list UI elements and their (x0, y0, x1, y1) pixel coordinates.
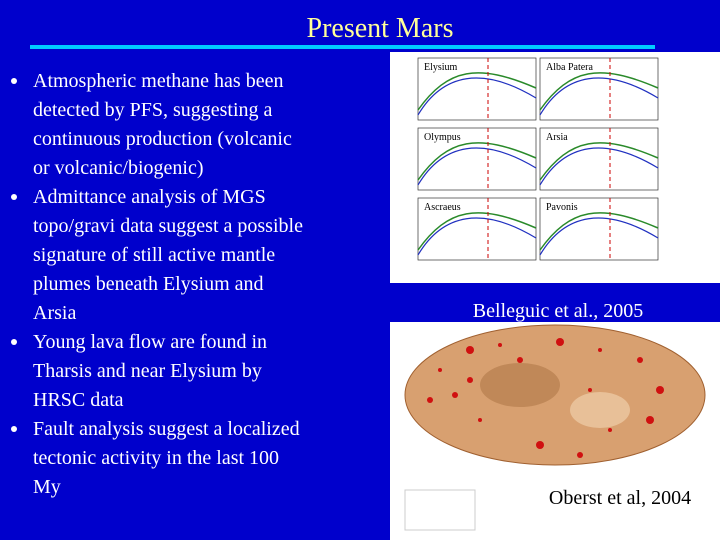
bullet-text: Admittance analysis of MGS (33, 186, 266, 208)
panel-label: Ascraeus (424, 202, 461, 213)
bullet-text: continuous production (volcanic (33, 128, 292, 150)
impact-dot (427, 397, 433, 403)
bullet-dot (11, 194, 17, 200)
map-legend (404, 489, 476, 531)
impact-dot (588, 388, 592, 392)
impact-dot (467, 377, 473, 383)
panel-label: Arsia (546, 132, 568, 143)
map-region (480, 363, 560, 407)
impact-dot (478, 418, 482, 422)
model-curve (539, 72, 659, 111)
impact-dot (646, 416, 654, 424)
data-curve (539, 147, 659, 186)
impact-dot (656, 386, 664, 394)
panel-label: Alba Patera (546, 62, 593, 73)
impact-dot (577, 452, 583, 458)
model-curve (417, 72, 537, 111)
impact-dot (608, 428, 612, 432)
bullet-text: Fault analysis suggest a localized (33, 418, 300, 440)
panel-label: Elysium (424, 62, 458, 73)
bullet-list: Atmospheric methane has been detected by … (11, 70, 303, 498)
bullet-text: tectonic activity in the last 100 (33, 447, 279, 469)
chart-panel (417, 197, 537, 261)
impact-dot (598, 348, 602, 352)
data-curve (417, 147, 537, 186)
title: Present Mars (307, 13, 454, 44)
bullet-text: signature of still active mantle (33, 244, 275, 266)
impact-dot (556, 338, 564, 346)
title-rule (30, 45, 655, 49)
impact-dot (452, 392, 458, 398)
data-curve (539, 77, 659, 116)
bullet-text: detected by PFS, suggesting a (33, 99, 273, 121)
chart-image (390, 52, 720, 283)
model-curve (539, 212, 659, 251)
impact-dot (637, 357, 643, 363)
impact-dot (498, 343, 502, 347)
figure-map (390, 322, 720, 540)
impact-dot (517, 357, 523, 363)
chart-panel (417, 127, 537, 191)
bullet-text: plumes beneath Elysium and (33, 273, 264, 295)
map-region (570, 392, 630, 428)
caption: Belleguic et al., 2005 (473, 300, 644, 322)
chart-panel (417, 57, 537, 121)
figure-chart: Elysium Alba Patera Olympus Arsia Ascraeus Pa… (390, 52, 720, 283)
bullet-text: Tharsis and near Elysium by (33, 360, 262, 382)
bullet-dot (11, 78, 17, 84)
data-curve (417, 217, 537, 256)
bullet-dot (11, 339, 17, 345)
model-curve (417, 212, 537, 251)
panel-label: Pavonis (546, 202, 578, 213)
chart-panel (539, 127, 659, 191)
chart-panel (539, 197, 659, 261)
model-curve (539, 142, 659, 181)
bullet-text: topo/gravi data suggest a possible (33, 215, 303, 237)
impact-dot (438, 368, 442, 372)
model-curve (417, 142, 537, 181)
caption: Oberst et al, 2004 (549, 487, 691, 509)
bullet-text: Young lava flow are found in (33, 331, 267, 353)
data-curve (417, 77, 537, 116)
panel-label: Olympus (424, 132, 461, 143)
impact-dot (536, 441, 544, 449)
bullet-text: or volcanic/biogenic) (33, 157, 204, 179)
chart-panel (539, 57, 659, 121)
bullet-dot (11, 426, 17, 432)
bullet-text: HRSC data (33, 389, 124, 411)
bullet-text: My (33, 476, 61, 498)
impact-dot (466, 346, 474, 354)
data-curve (539, 217, 659, 256)
bullet-text: Atmospheric methane has been (33, 70, 283, 92)
bullet-text: Arsia (33, 302, 76, 324)
